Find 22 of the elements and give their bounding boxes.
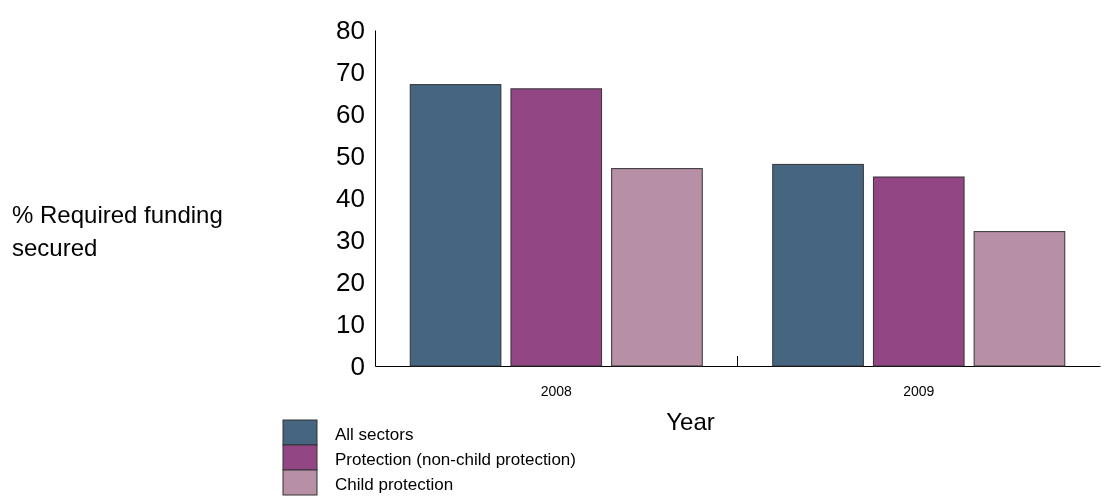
y-tick-label: 20 bbox=[336, 266, 365, 297]
bar bbox=[409, 84, 502, 367]
x-tick-label: 2009 bbox=[903, 382, 935, 399]
y-tick-label: 10 bbox=[336, 308, 365, 339]
y-axis-title: % Required funding secured bbox=[12, 201, 223, 261]
legend-label: All sectors bbox=[335, 425, 414, 444]
legend-label: Child protection bbox=[335, 475, 454, 494]
y-tick-label: 50 bbox=[336, 140, 365, 171]
x-tick-label: 2008 bbox=[540, 382, 573, 399]
y-tick-label: 30 bbox=[336, 224, 365, 255]
y-tick-label: 60 bbox=[336, 98, 365, 129]
bar bbox=[973, 231, 1066, 367]
x-axis-title: Year bbox=[666, 408, 715, 435]
bar bbox=[510, 88, 603, 367]
legend-label: Protection (non-child protection) bbox=[335, 450, 576, 469]
y-tick-label: 40 bbox=[336, 182, 365, 213]
bar bbox=[772, 163, 864, 367]
y-tick-label: 0 bbox=[350, 350, 365, 381]
bar bbox=[611, 168, 703, 367]
bar bbox=[872, 176, 965, 367]
y-tick-label: 80 bbox=[336, 14, 365, 45]
y-tick-label: 70 bbox=[336, 56, 365, 87]
